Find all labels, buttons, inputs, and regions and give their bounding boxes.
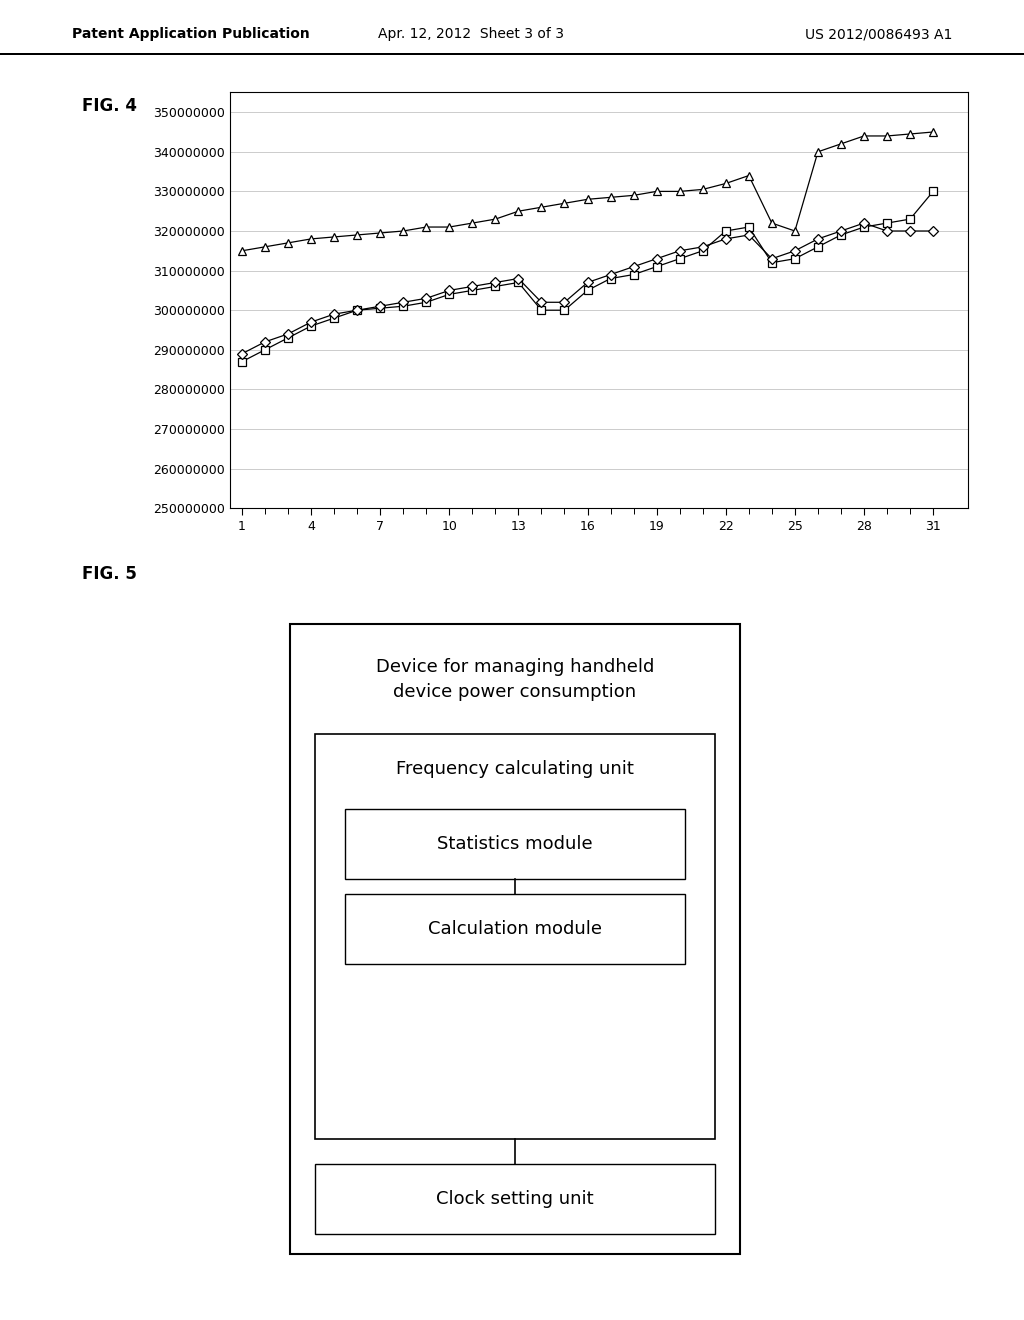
- Text: Device for managing handheld
device power consumption: Device for managing handheld device powe…: [376, 657, 654, 701]
- Bar: [345, 894, 685, 964]
- Text: FIG. 5: FIG. 5: [82, 565, 137, 583]
- Text: Calculation module: Calculation module: [428, 920, 602, 939]
- Bar: [290, 624, 740, 1254]
- Bar: [315, 734, 715, 1139]
- Bar: [315, 1164, 715, 1234]
- Text: Clock setting unit: Clock setting unit: [436, 1191, 594, 1208]
- Text: Frequency calculating unit: Frequency calculating unit: [396, 760, 634, 779]
- Text: Statistics module: Statistics module: [437, 836, 593, 853]
- Text: US 2012/0086493 A1: US 2012/0086493 A1: [805, 28, 952, 41]
- Text: Apr. 12, 2012  Sheet 3 of 3: Apr. 12, 2012 Sheet 3 of 3: [378, 28, 564, 41]
- Bar: [345, 809, 685, 879]
- Text: Patent Application Publication: Patent Application Publication: [72, 28, 309, 41]
- Text: FIG. 4: FIG. 4: [82, 96, 137, 115]
